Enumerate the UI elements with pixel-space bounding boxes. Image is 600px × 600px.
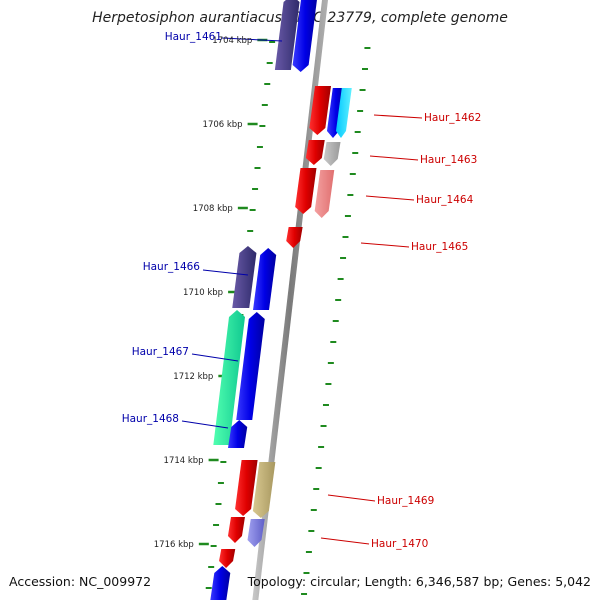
gene-leader-line	[365, 195, 415, 201]
gene-arrow	[305, 140, 325, 165]
gene-arrow	[235, 460, 258, 516]
scale-label: 1704 kbp	[212, 36, 252, 46]
accession-label: Accession: NC_009972	[9, 574, 152, 589]
gene-label: Haur_1461	[165, 31, 222, 43]
gene-label: Haur_1470	[371, 538, 428, 550]
gene-leader-line	[369, 155, 419, 161]
gene-arrow	[210, 566, 231, 600]
scale-label: 1716 kbp	[154, 540, 194, 550]
gene-label: Haur_1467	[132, 346, 189, 358]
gene-arrow	[252, 462, 276, 518]
gene-leader-line	[327, 494, 376, 502]
gene-arrow	[253, 248, 277, 310]
gene-arrow	[219, 549, 236, 568]
gene-label: Haur_1469	[377, 495, 434, 507]
gene-arrow	[213, 310, 246, 445]
gene-arrow	[232, 246, 257, 308]
gene-leader-line	[320, 537, 370, 545]
scale-label: 1706 kbp	[203, 120, 243, 130]
scale-label: 1714 kbp	[164, 456, 204, 466]
scale-label: 1712 kbp	[173, 372, 213, 382]
gene-leader-line	[360, 242, 410, 248]
gene-arrow	[295, 168, 317, 214]
gene-label: Haur_1462	[424, 112, 481, 124]
gene-leader-line	[181, 420, 229, 429]
gene-arrow	[236, 312, 265, 420]
scale-label: 1708 kbp	[193, 204, 233, 214]
gene-leader-line	[373, 114, 423, 119]
gene-arrow	[286, 227, 303, 248]
gene-arrow	[292, 0, 317, 72]
gene-arrow	[227, 517, 245, 543]
gene-arrow	[314, 170, 335, 218]
gene-arrow	[274, 0, 300, 70]
gene-label: Haur_1463	[420, 154, 477, 166]
gene-arrow	[323, 142, 341, 166]
scale-label: 1710 kbp	[183, 288, 223, 298]
gene-label: Haur_1465	[411, 241, 468, 253]
gene-arrow	[335, 88, 352, 138]
genome-summary-label: Topology: circular; Length: 6,346,587 bp…	[247, 574, 591, 589]
gene-label: Haur_1464	[416, 194, 474, 206]
gene-label: Haur_1466	[143, 261, 201, 273]
gene-leader-line	[191, 353, 239, 362]
gene-leader-line	[202, 269, 249, 276]
gene-arrow	[247, 519, 265, 547]
gene-arrow	[227, 420, 248, 448]
gene-arrow	[309, 86, 332, 135]
gene-label: Haur_1468	[122, 413, 179, 425]
gene-leader-line	[221, 37, 283, 42]
